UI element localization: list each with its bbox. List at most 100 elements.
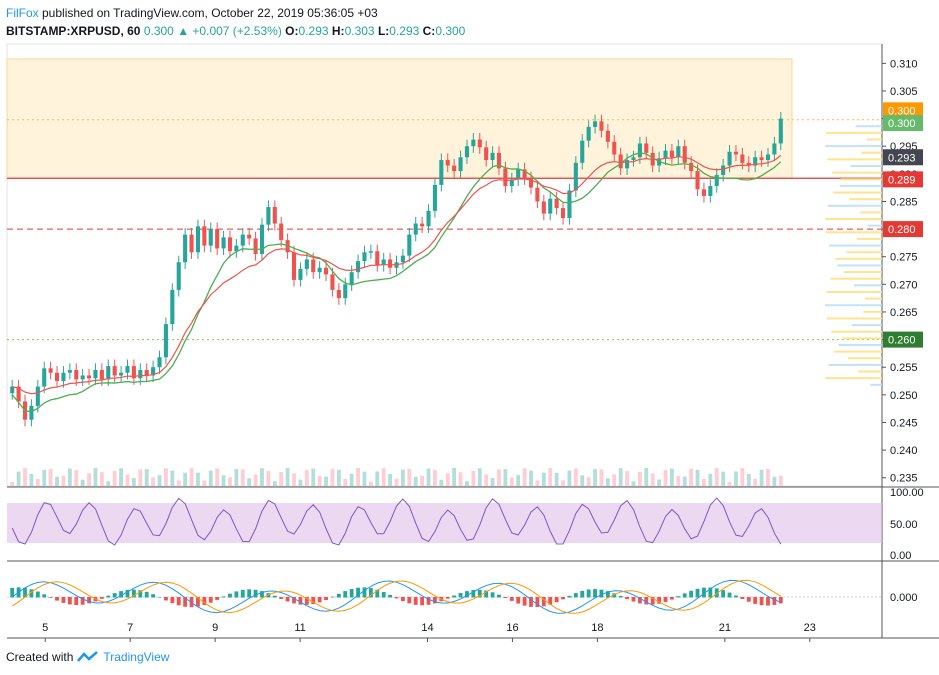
candle[interactable] xyxy=(484,147,489,161)
candle[interactable] xyxy=(676,146,681,158)
tradingview-link[interactable]: TradingView xyxy=(103,650,170,664)
candle[interactable] xyxy=(522,169,527,179)
candle[interactable] xyxy=(439,160,444,185)
candle[interactable] xyxy=(362,252,367,262)
candle[interactable] xyxy=(637,143,642,158)
candle[interactable] xyxy=(753,157,758,166)
candle[interactable] xyxy=(548,198,553,214)
candle[interactable] xyxy=(54,372,60,382)
symbol-name[interactable]: BITSTAMP:XRPUSD, 60 xyxy=(6,24,141,38)
candle[interactable] xyxy=(721,165,726,175)
candle[interactable] xyxy=(298,268,303,280)
candle[interactable] xyxy=(183,234,188,263)
candle[interactable] xyxy=(580,140,585,163)
candle[interactable] xyxy=(695,171,700,190)
candle[interactable] xyxy=(356,261,361,273)
candle[interactable] xyxy=(259,224,265,254)
candle[interactable] xyxy=(74,369,79,380)
candle[interactable] xyxy=(349,272,354,285)
candle[interactable] xyxy=(67,369,72,373)
candle[interactable] xyxy=(16,386,21,402)
candle[interactable] xyxy=(195,226,200,253)
candle[interactable] xyxy=(381,259,386,265)
candle[interactable] xyxy=(733,151,739,155)
candle[interactable] xyxy=(560,208,566,219)
candle[interactable] xyxy=(125,366,130,373)
candle[interactable] xyxy=(61,372,66,382)
candle[interactable] xyxy=(119,372,124,376)
candle[interactable] xyxy=(714,174,719,186)
candle[interactable] xyxy=(157,357,162,368)
candle[interactable] xyxy=(554,198,559,209)
candle[interactable] xyxy=(202,226,207,246)
candle[interactable] xyxy=(471,139,476,147)
candle[interactable] xyxy=(682,146,687,163)
candle[interactable] xyxy=(778,118,783,144)
candle[interactable] xyxy=(234,245,239,252)
candle[interactable] xyxy=(528,178,534,188)
candle[interactable] xyxy=(272,206,277,224)
candle[interactable] xyxy=(593,121,598,127)
candle[interactable] xyxy=(176,262,181,290)
candle[interactable] xyxy=(669,150,674,158)
candle[interactable] xyxy=(759,157,764,161)
candle[interactable] xyxy=(304,259,309,269)
candle[interactable] xyxy=(330,274,335,290)
candle[interactable] xyxy=(368,251,373,253)
candle[interactable] xyxy=(375,251,380,265)
candle[interactable] xyxy=(740,154,745,163)
candle[interactable] xyxy=(138,369,143,379)
candle[interactable] xyxy=(541,201,546,214)
candle[interactable] xyxy=(689,162,694,172)
candle[interactable] xyxy=(48,368,53,373)
candle[interactable] xyxy=(336,289,341,299)
candle[interactable] xyxy=(445,160,450,166)
candle[interactable] xyxy=(323,267,329,275)
candle[interactable] xyxy=(407,234,412,256)
candle[interactable] xyxy=(215,229,220,249)
candle[interactable] xyxy=(87,375,92,379)
candle[interactable] xyxy=(291,252,297,280)
candle[interactable] xyxy=(413,223,418,235)
candle[interactable] xyxy=(765,154,771,161)
candle[interactable] xyxy=(247,234,252,239)
candle[interactable] xyxy=(701,189,706,196)
candle[interactable] xyxy=(573,162,578,191)
candle[interactable] xyxy=(400,255,405,263)
candle[interactable] xyxy=(432,184,437,211)
candle[interactable] xyxy=(93,369,98,379)
candle[interactable] xyxy=(80,375,85,380)
candle[interactable] xyxy=(746,162,751,166)
candle[interactable] xyxy=(420,223,425,227)
candle[interactable] xyxy=(618,154,623,169)
candle[interactable] xyxy=(208,229,213,246)
candle[interactable] xyxy=(452,165,457,172)
candle[interactable] xyxy=(772,143,777,155)
candle[interactable] xyxy=(317,267,322,273)
candle[interactable] xyxy=(567,190,572,219)
candle[interactable] xyxy=(112,366,117,376)
candle[interactable] xyxy=(535,187,540,202)
candle[interactable] xyxy=(644,143,649,153)
candle[interactable] xyxy=(221,237,226,249)
candle[interactable] xyxy=(605,130,610,142)
candle[interactable] xyxy=(426,210,431,227)
candle[interactable] xyxy=(509,179,514,186)
candle[interactable] xyxy=(189,234,194,253)
candle[interactable] xyxy=(311,259,316,273)
candle[interactable] xyxy=(10,386,15,394)
candle[interactable] xyxy=(727,151,732,166)
candle[interactable] xyxy=(170,289,175,325)
candle[interactable] xyxy=(106,366,111,380)
candle[interactable] xyxy=(388,259,393,268)
candle[interactable] xyxy=(35,386,40,406)
candle[interactable] xyxy=(496,152,502,169)
candle[interactable] xyxy=(708,185,713,196)
candle[interactable] xyxy=(503,168,508,186)
candle[interactable] xyxy=(99,369,104,380)
candle[interactable] xyxy=(599,121,604,131)
author-link[interactable]: FilFox xyxy=(6,6,39,20)
candle[interactable] xyxy=(42,368,47,387)
candle[interactable] xyxy=(477,139,482,148)
